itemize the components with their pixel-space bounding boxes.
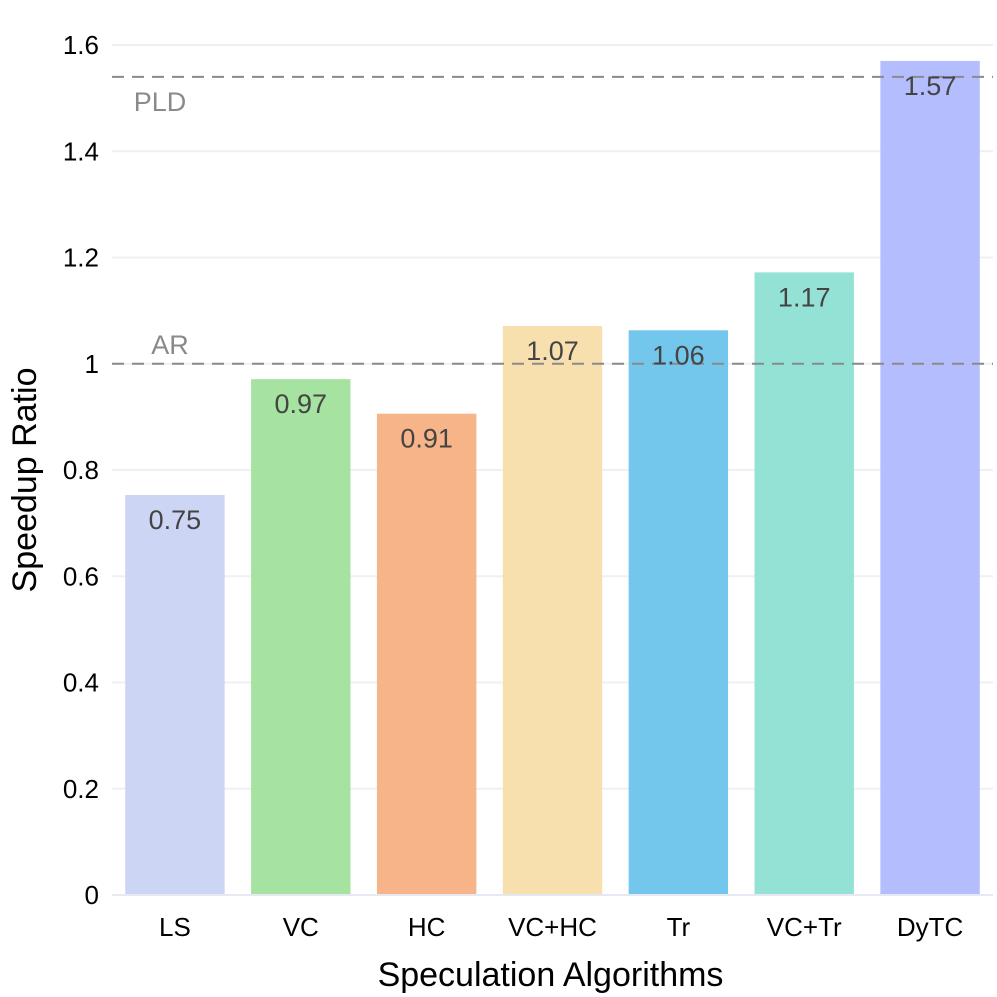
y-tick-label: 1 — [85, 349, 99, 379]
y-tick-label: 0.8 — [63, 455, 99, 485]
y-axis-title: Speedup Ratio — [6, 368, 44, 593]
bar-value-label: 0.91 — [400, 424, 453, 454]
bar-value-label: 0.75 — [149, 505, 202, 535]
x-category-label: VC+HC — [508, 912, 597, 942]
y-tick-label: 0.6 — [63, 561, 99, 591]
x-axis-title: Speculation Algorithms — [378, 956, 724, 994]
bar-value-label: 1.17 — [778, 282, 831, 312]
bar-vc — [251, 379, 351, 895]
ref-line-label: PLD — [134, 87, 187, 117]
y-axis-ticks: 0 0.2 0.4 0.6 0.8 1 1.2 1.4 1.6 — [63, 30, 99, 910]
bar-vc-plus-tr — [754, 272, 854, 895]
bar-value-label: 1.07 — [526, 336, 579, 366]
x-category-label: VC+Tr — [767, 912, 842, 942]
y-tick-label: 1.2 — [63, 243, 99, 273]
bar-value-labels: 0.75 0.97 0.91 1.07 1.06 1.17 1.57 — [149, 71, 957, 535]
y-tick-label: 1.6 — [63, 30, 99, 60]
bar-value-label: 0.97 — [275, 389, 328, 419]
x-category-label: LS — [159, 912, 191, 942]
x-axis-categories: LS VC HC VC+HC Tr VC+Tr DyTC — [159, 912, 963, 942]
bar-tr — [628, 330, 729, 895]
y-tick-label: 0.4 — [63, 668, 99, 698]
ref-line-label: AR — [151, 330, 189, 360]
y-tick-label: 0.2 — [63, 774, 99, 804]
y-tick-label: 1.4 — [63, 136, 99, 166]
x-category-label: Tr — [667, 912, 691, 942]
y-tick-label: 0 — [85, 880, 99, 910]
bar-value-label: 1.06 — [652, 340, 705, 370]
bar-hc — [376, 413, 477, 895]
bar-value-label: 1.57 — [904, 71, 957, 101]
x-category-label: HC — [408, 912, 446, 942]
reference-lines: PLD AR — [112, 75, 993, 365]
bar-vc-plus-hc — [502, 326, 603, 895]
bar-dytc — [880, 60, 980, 895]
bar-ls — [125, 494, 225, 895]
x-category-label: DyTC — [897, 912, 963, 942]
x-category-label: VC — [283, 912, 319, 942]
bars — [125, 60, 980, 895]
